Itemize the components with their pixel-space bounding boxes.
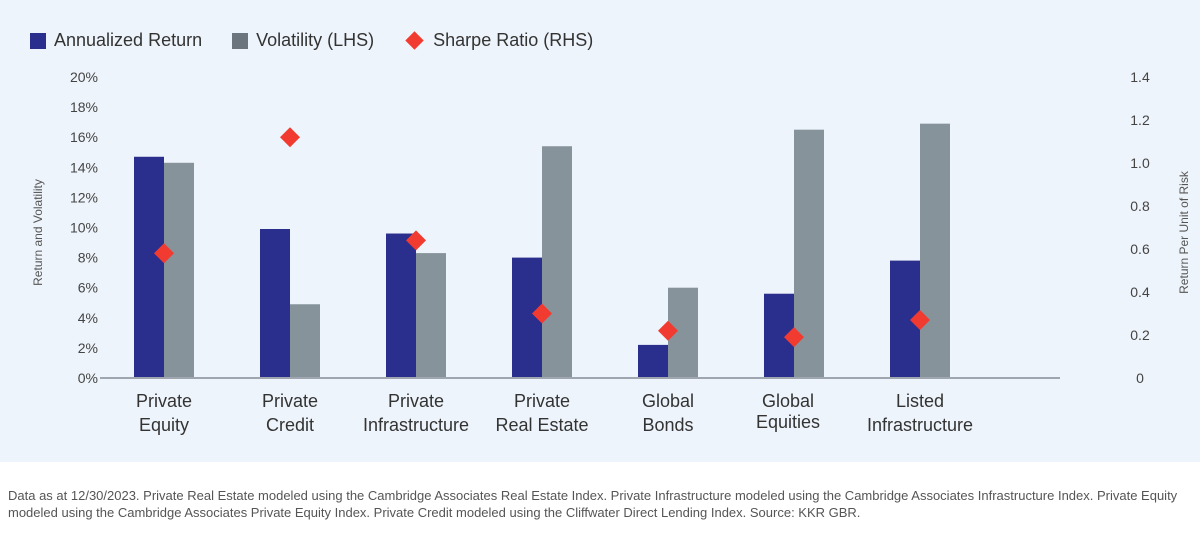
y2-tick-label: 1.0	[1130, 155, 1150, 171]
marker-sharpe-ratio	[280, 127, 300, 148]
bar-volatility	[290, 304, 320, 378]
x-tick-label: Real Estate	[495, 415, 588, 435]
x-tick-label: Private	[388, 391, 444, 411]
x-tick-label: Global	[642, 391, 694, 411]
y2-axis-title: Return Per Unit of Risk	[1177, 170, 1191, 294]
chart-panel	[0, 0, 1200, 462]
legend-swatch-volatility	[232, 32, 249, 49]
y-tick-label: 12%	[70, 189, 98, 205]
x-tick-label: Infrastructure	[867, 415, 973, 435]
bar-annualized-return	[638, 344, 668, 378]
y-tick-label: 14%	[70, 159, 98, 175]
y2-tick-label: 0.6	[1130, 241, 1150, 257]
marker-sharpe-ratio	[154, 243, 174, 264]
legend-item-sharpe: Sharpe Ratio (RHS)	[404, 30, 593, 51]
legend-label: Volatility (LHS)	[256, 30, 375, 50]
marker-sharpe-ratio	[784, 327, 804, 348]
y-tick-label: 6%	[78, 280, 98, 296]
y2-tick-label: 1.4	[1130, 69, 1150, 85]
chart-svg: 0% 2% 4% 6% 8% 10% 12% 14% 16% 18% 20% 0 0.2 0.4 0.6 0.…	[31, 69, 1191, 435]
marker-sharpe-ratio	[406, 230, 426, 251]
x-tick-label: Equities	[756, 412, 820, 432]
x-tick-label: Global	[762, 391, 814, 411]
x-tick-label: Credit	[266, 415, 314, 435]
legend-item-return: Annualized Return	[30, 30, 202, 51]
footnote: Data as at 12/30/2023. Private Real Esta…	[8, 488, 1178, 520]
legend-label: Sharpe Ratio (RHS)	[433, 30, 594, 50]
y2-tick-label: 0.4	[1130, 284, 1150, 300]
y-tick-label: 4%	[78, 310, 98, 326]
bar-annualized-return	[134, 156, 164, 378]
y-tick-label: 16%	[70, 129, 98, 145]
x-tick-label: Bonds	[642, 415, 693, 435]
legend-item-volatility: Volatility (LHS)	[232, 30, 374, 51]
legend: Annualized Return Volatility (LHS) Sharp…	[30, 30, 593, 51]
x-tick-label: Equity	[139, 415, 189, 435]
bar-volatility	[920, 123, 950, 378]
x-tick-label: Private	[136, 391, 192, 411]
y-tick-label: 10%	[70, 220, 98, 236]
x-tick-label: Infrastructure	[363, 415, 469, 435]
y2-tick-label: 0	[1136, 370, 1144, 386]
marker-sharpe-ratio	[658, 320, 678, 341]
bar-annualized-return	[386, 233, 416, 378]
y-tick-label: 8%	[78, 250, 98, 266]
y-tick-label: 20%	[70, 69, 98, 85]
y-tick-label: 18%	[70, 99, 98, 115]
bar-volatility	[416, 253, 446, 378]
bar-annualized-return	[260, 229, 290, 378]
x-tick-label: Listed	[896, 391, 944, 411]
y2-tick-label: 1.2	[1130, 112, 1150, 128]
legend-swatch-return	[30, 32, 46, 49]
marker-sharpe-ratio	[532, 303, 552, 324]
y2-tick-label: 0.2	[1130, 327, 1150, 343]
legend-label: Annualized Return	[54, 30, 203, 50]
y-tick-label: 0%	[78, 370, 98, 386]
x-tick-label: Private	[514, 391, 570, 411]
y-axis-title: Return and Volatility	[31, 179, 45, 286]
y-tick-label: 2%	[78, 340, 98, 356]
bar-volatility	[542, 146, 572, 378]
y2-tick-label: 0.8	[1130, 198, 1150, 214]
bar-volatility	[164, 162, 194, 378]
x-tick-label: Private	[262, 391, 318, 411]
marker-sharpe-ratio	[910, 309, 930, 330]
